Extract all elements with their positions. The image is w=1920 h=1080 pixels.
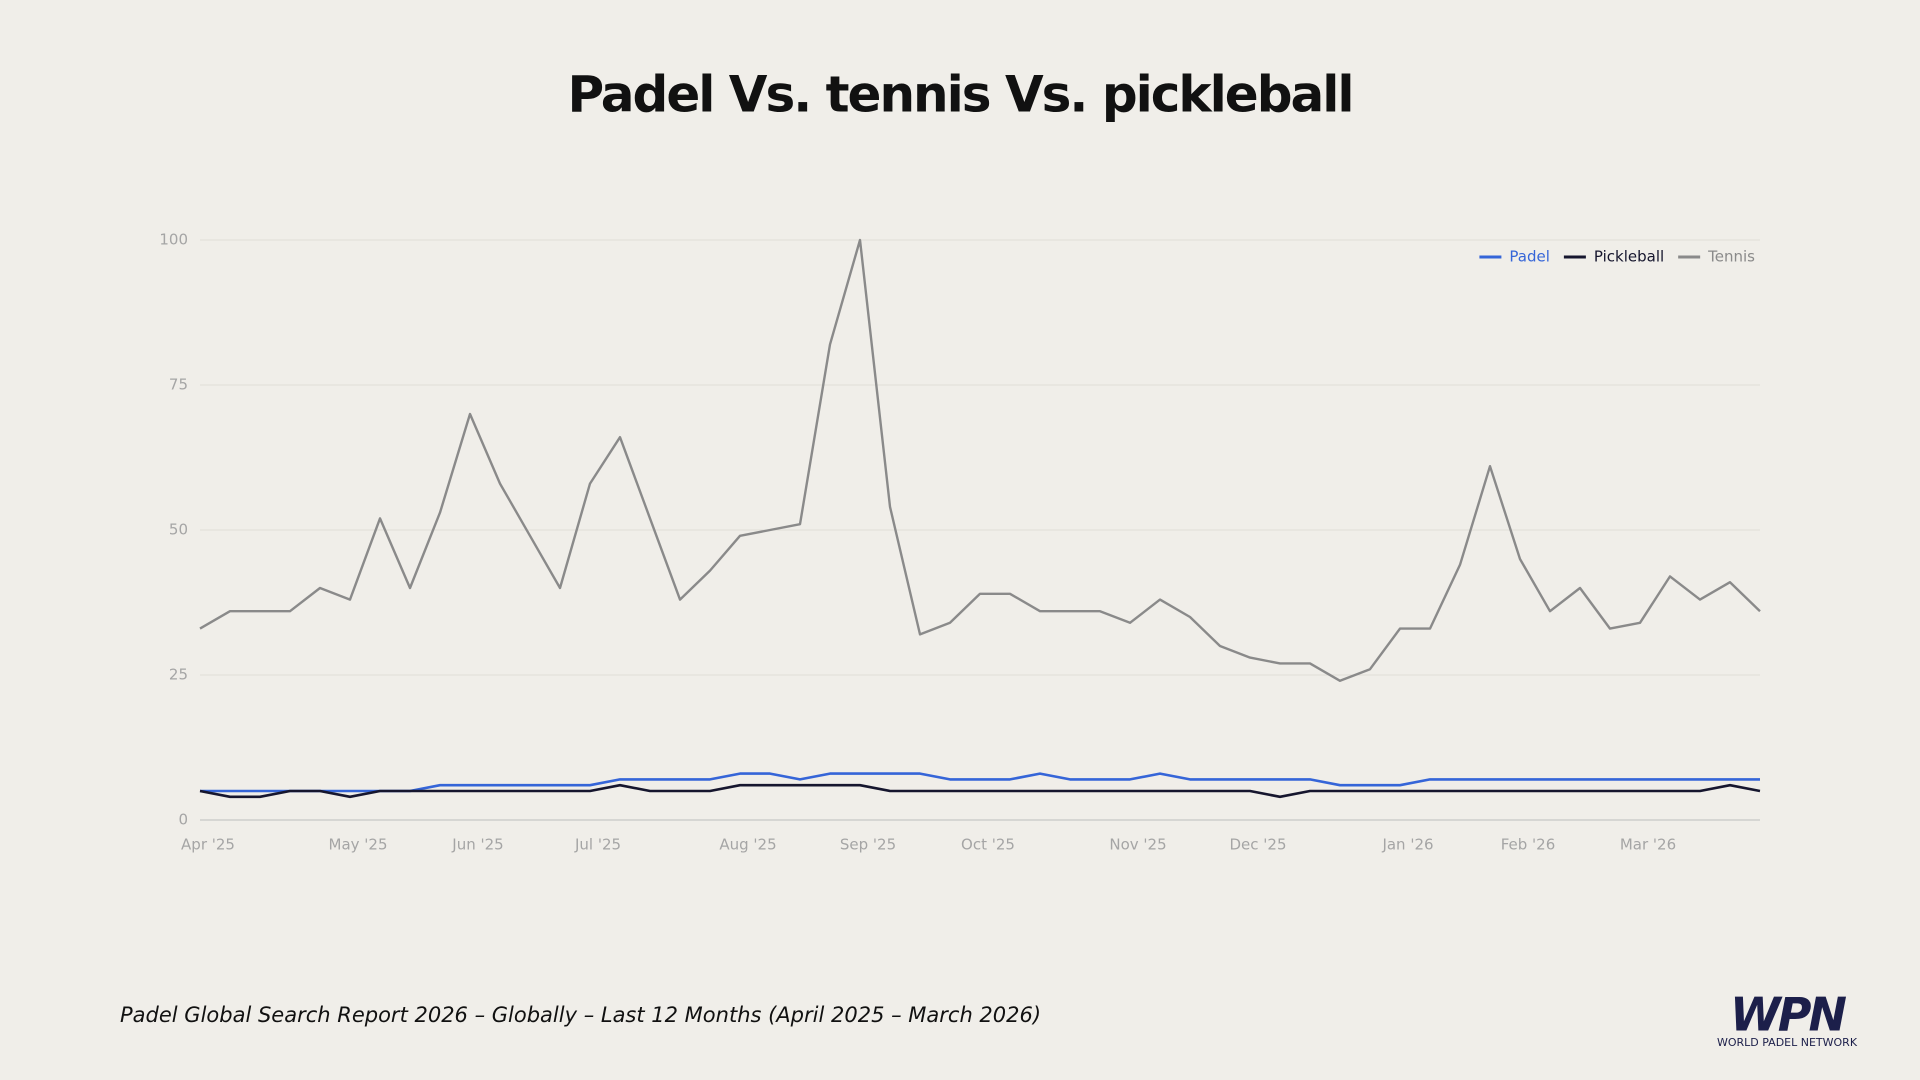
x-tick-label: Feb '26: [1501, 836, 1556, 854]
line-series: [199, 783, 1761, 799]
x-tick-label: Dec '25: [1229, 836, 1286, 854]
footer: Padel Global Search Report 2026 – Global…: [120, 1003, 1041, 1027]
x-tick-label: Jan '26: [1381, 836, 1433, 854]
legend-label: Padel: [1509, 248, 1549, 266]
y-tick-label: 25: [169, 666, 188, 684]
y-tick-label: 75: [169, 376, 188, 394]
x-tick-label: Apr '25: [181, 836, 235, 854]
y-tick-label: 100: [159, 231, 188, 249]
x-tick-label: May '25: [329, 836, 388, 854]
line-series: [200, 772, 1760, 793]
logo-mark: WPN: [1730, 988, 1846, 1042]
x-tick-label: Sep '25: [840, 836, 896, 854]
y-tick-label: 0: [178, 811, 188, 829]
x-tick-label: Oct '25: [961, 836, 1015, 854]
line-series: [199, 238, 1761, 682]
y-tick-label: 50: [169, 521, 188, 539]
x-tick-label: Jun '25: [451, 836, 503, 854]
legend-label: Tennis: [1707, 248, 1755, 266]
chart-title: Padel Vs. tennis Vs. pickleball: [568, 66, 1353, 124]
x-tick-label: Aug '25: [719, 836, 776, 854]
logo-text: WORLD PADEL NETWORK: [1717, 1036, 1858, 1049]
legend-label: Pickleball: [1594, 248, 1664, 266]
x-tick-label: Jul '25: [574, 836, 621, 854]
x-tick-label: Mar '26: [1620, 836, 1676, 854]
x-tick-label: Nov '25: [1109, 836, 1166, 854]
